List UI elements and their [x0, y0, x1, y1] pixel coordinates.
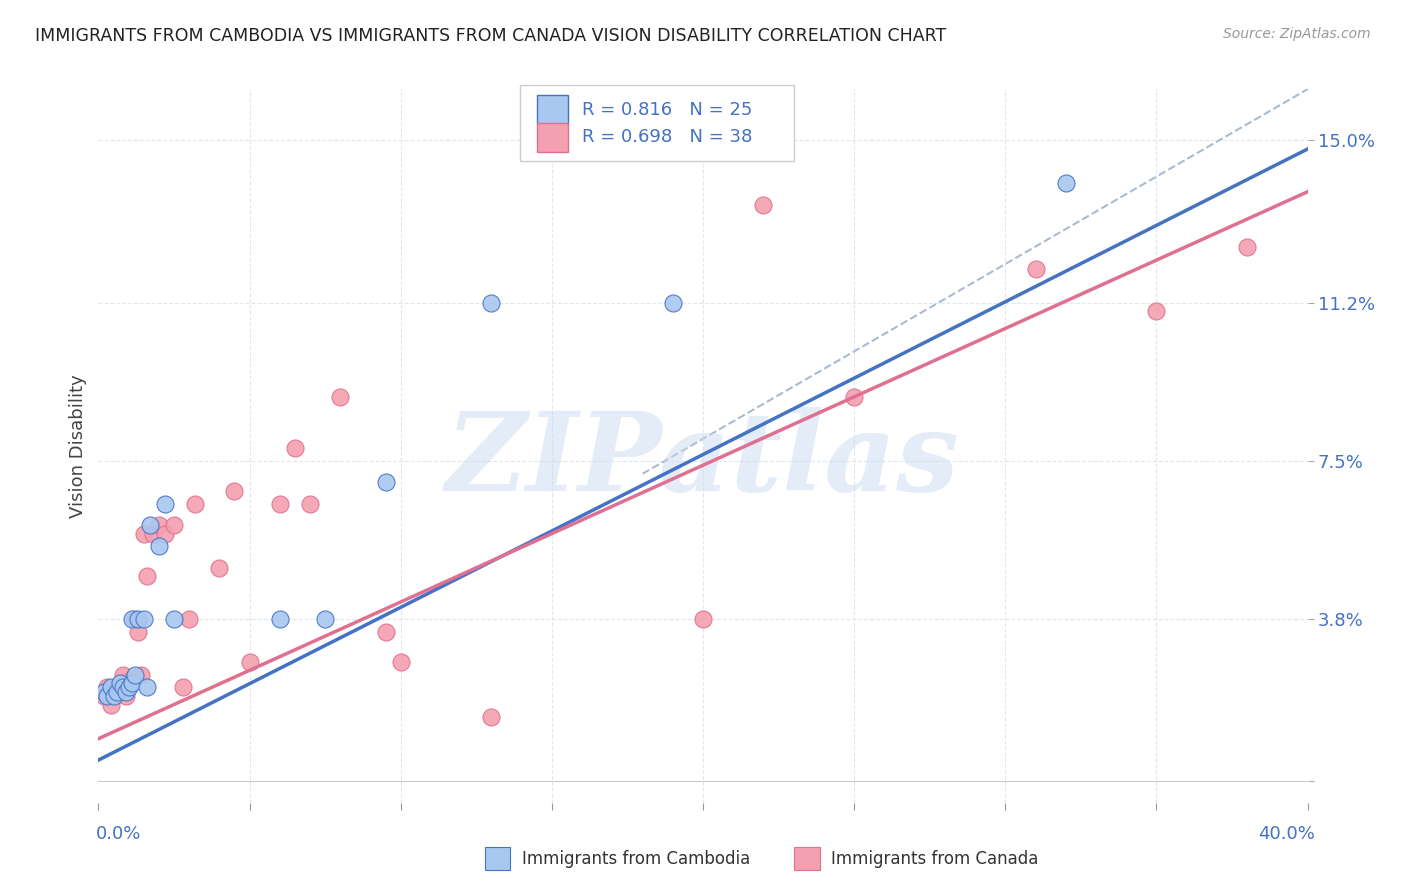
Point — [148, 518, 170, 533]
Point — [661, 296, 683, 310]
Point — [105, 681, 128, 695]
Point — [299, 497, 322, 511]
Point — [129, 667, 152, 681]
Point — [121, 612, 143, 626]
Point — [208, 561, 231, 575]
Point — [100, 681, 122, 695]
Text: Source: ZipAtlas.com: Source: ZipAtlas.com — [1223, 27, 1371, 41]
Point — [1024, 261, 1046, 276]
Point — [153, 526, 176, 541]
Point — [96, 681, 118, 695]
Point — [111, 667, 134, 681]
Point — [172, 681, 194, 695]
Point — [118, 681, 141, 695]
Point — [163, 518, 186, 533]
Point — [224, 483, 246, 498]
Point — [153, 497, 176, 511]
Point — [284, 441, 307, 455]
Point — [752, 197, 775, 211]
Text: 40.0%: 40.0% — [1258, 825, 1315, 843]
Point — [124, 612, 146, 626]
Point — [132, 612, 155, 626]
Point — [93, 689, 115, 703]
Point — [127, 624, 149, 639]
Point — [93, 684, 115, 698]
Point — [124, 667, 146, 681]
Point — [103, 684, 125, 698]
Point — [269, 612, 291, 626]
Point — [329, 390, 352, 404]
Point — [111, 681, 134, 695]
Point — [100, 698, 122, 712]
Point — [127, 612, 149, 626]
Point — [184, 497, 207, 511]
Point — [163, 612, 186, 626]
Point — [481, 296, 503, 310]
Point — [121, 676, 143, 690]
Point — [692, 612, 714, 626]
Point — [108, 676, 131, 690]
Point — [374, 475, 396, 490]
Point — [314, 612, 336, 626]
Text: IMMIGRANTS FROM CAMBODIA VS IMMIGRANTS FROM CANADA VISION DISABILITY CORRELATION: IMMIGRANTS FROM CAMBODIA VS IMMIGRANTS F… — [35, 27, 946, 45]
Point — [105, 684, 128, 698]
Point — [148, 540, 170, 554]
Text: Immigrants from Canada: Immigrants from Canada — [831, 849, 1038, 868]
Point — [239, 655, 262, 669]
Point — [844, 390, 866, 404]
Point — [114, 684, 136, 698]
Point — [142, 526, 165, 541]
Y-axis label: Vision Disability: Vision Disability — [69, 374, 87, 518]
Point — [114, 689, 136, 703]
Point — [103, 689, 125, 703]
Point — [389, 655, 412, 669]
Text: R = 0.816   N = 25: R = 0.816 N = 25 — [582, 101, 752, 119]
Text: R = 0.698   N = 38: R = 0.698 N = 38 — [582, 128, 752, 146]
Point — [132, 526, 155, 541]
Point — [1236, 240, 1258, 254]
Point — [121, 672, 143, 686]
Point — [1144, 304, 1167, 318]
Point — [118, 676, 141, 690]
Point — [481, 710, 503, 724]
Point — [374, 624, 396, 639]
Text: ZIPatlas: ZIPatlas — [446, 407, 960, 514]
Point — [269, 497, 291, 511]
Point — [108, 681, 131, 695]
Point — [1054, 176, 1077, 190]
Point — [139, 518, 162, 533]
Text: Immigrants from Cambodia: Immigrants from Cambodia — [522, 849, 749, 868]
Point — [179, 612, 201, 626]
Point — [135, 569, 157, 583]
Point — [135, 681, 157, 695]
Point — [96, 689, 118, 703]
Text: 0.0%: 0.0% — [96, 825, 141, 843]
